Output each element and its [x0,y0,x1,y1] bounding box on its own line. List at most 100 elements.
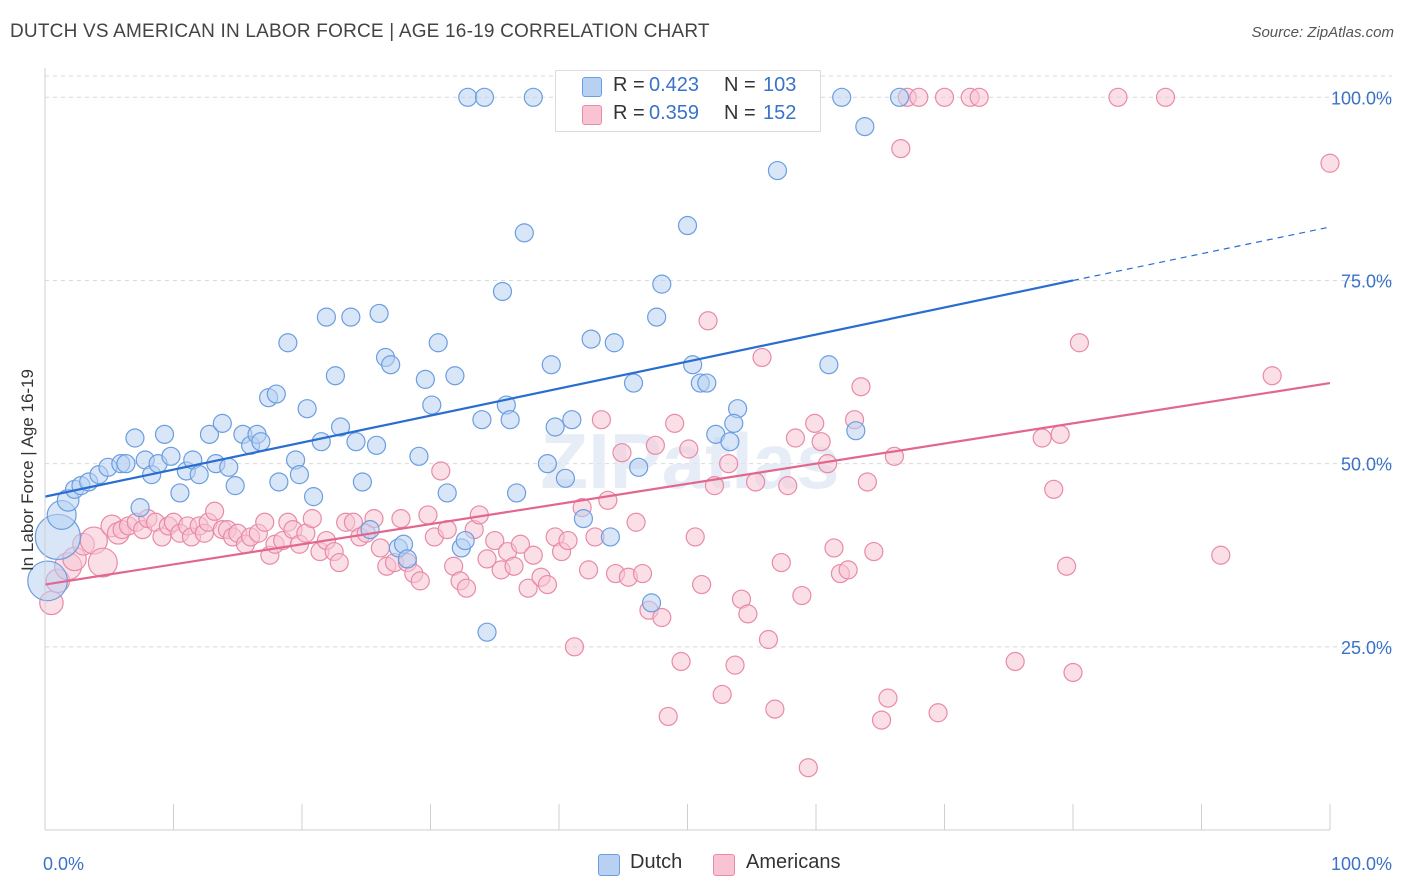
dutch-point [297,399,317,419]
american-point [719,454,739,474]
y-axis-label: In Labor Force | Age 16-19 [18,369,37,571]
dutch-trend-line [44,279,1074,498]
american-point [1155,87,1176,107]
dutch-point [647,307,667,327]
american-point [692,574,712,595]
dutch-point [251,432,271,452]
american-point [738,604,758,624]
dutch-legend-label: Dutch [630,851,683,873]
dutch-point [269,472,289,492]
dutch-point [311,432,331,452]
american-point [578,560,599,580]
american-point [418,505,438,525]
american-point [698,311,718,331]
dutch-point [474,87,495,107]
correlation-legend: R = 0.423 N = 103 R = 0.359 N = 152 [555,70,821,132]
american-point [391,509,411,529]
dutch-point [720,432,740,452]
american-point [909,87,929,107]
dutch-point [352,472,372,492]
y-tick-label: 100.0% [1331,88,1392,108]
dutch-point [506,483,527,503]
american-point [652,607,672,628]
american-point [934,87,955,107]
american-point [851,377,871,397]
grid-layer [45,75,1392,648]
american-point [485,530,505,551]
dutch-point [422,395,442,415]
axes: 25.0% 50.0% 75.0% 100.0% 0.0% 100.0% [43,68,1392,874]
dutch-point [455,530,475,551]
dutch-point [381,355,401,375]
dutch-point [303,487,324,507]
american-point [504,556,524,576]
american-point [712,684,732,705]
dutch-swatch [582,77,602,97]
dutch-point [724,413,744,433]
dutch-point [541,355,561,375]
american-point [523,545,543,565]
american-point [431,461,451,481]
american-point [205,501,225,521]
american-point [752,347,772,368]
legend-r-label: R = [613,102,645,124]
american-point [878,688,898,708]
y-tick-label: 75.0% [1341,271,1392,291]
y-tick-label: 25.0% [1341,638,1392,658]
dutch-point [623,373,644,393]
dutch-point [537,454,558,474]
dutch-point [697,373,717,393]
american-point [1044,479,1064,499]
dutch-point [629,457,649,477]
dutch-point [125,428,145,448]
american-point [558,530,578,551]
american-point [518,578,538,598]
dutch-point [889,87,910,107]
dutch-point [369,303,389,324]
dutch-point [846,421,866,441]
chart-title: DUTCH VS AMERICAN IN LABOR FORCE | AGE 1… [10,21,710,42]
x-tick-label-max: 100.0% [1331,854,1392,874]
american-point [591,410,612,430]
dutch-point [278,333,298,353]
american-point [626,512,646,532]
american-point [477,549,497,569]
legend-r-label: R = [613,74,645,96]
dutch-point [130,498,150,518]
dutch-point [641,593,662,613]
dutch-n-value: 103 [763,74,797,96]
dutch-point [437,483,457,503]
dutch-point [545,417,565,437]
americans-swatch [582,105,602,125]
americans-legend-swatch [713,854,735,876]
dutch-point [189,465,209,485]
american-point [612,443,632,463]
dutch-point [492,281,513,302]
american-points [39,87,1340,778]
american-point [685,527,705,547]
american-point [785,428,806,448]
dutch-point [500,410,520,430]
dutch-point [855,117,875,137]
american-point [778,476,798,496]
american-point [1056,556,1077,576]
dutch-point [316,307,337,327]
dutch-point [325,366,346,386]
american-point [798,758,818,778]
legend-n-label: N = [724,74,756,96]
americans-r-value: 0.359 [649,102,700,124]
american-point [510,534,531,554]
american-point [811,432,831,452]
dutch-point [330,417,351,437]
american-point [805,413,825,433]
american-point [537,574,558,595]
trend-lines [44,226,1331,586]
american-point [1211,545,1231,565]
american-point [87,547,118,578]
american-point [302,509,322,529]
dutch-point [154,424,175,444]
dutch-point [161,446,181,466]
american-point [871,710,892,730]
dutch-point [366,435,387,455]
dutch-point [341,307,361,327]
